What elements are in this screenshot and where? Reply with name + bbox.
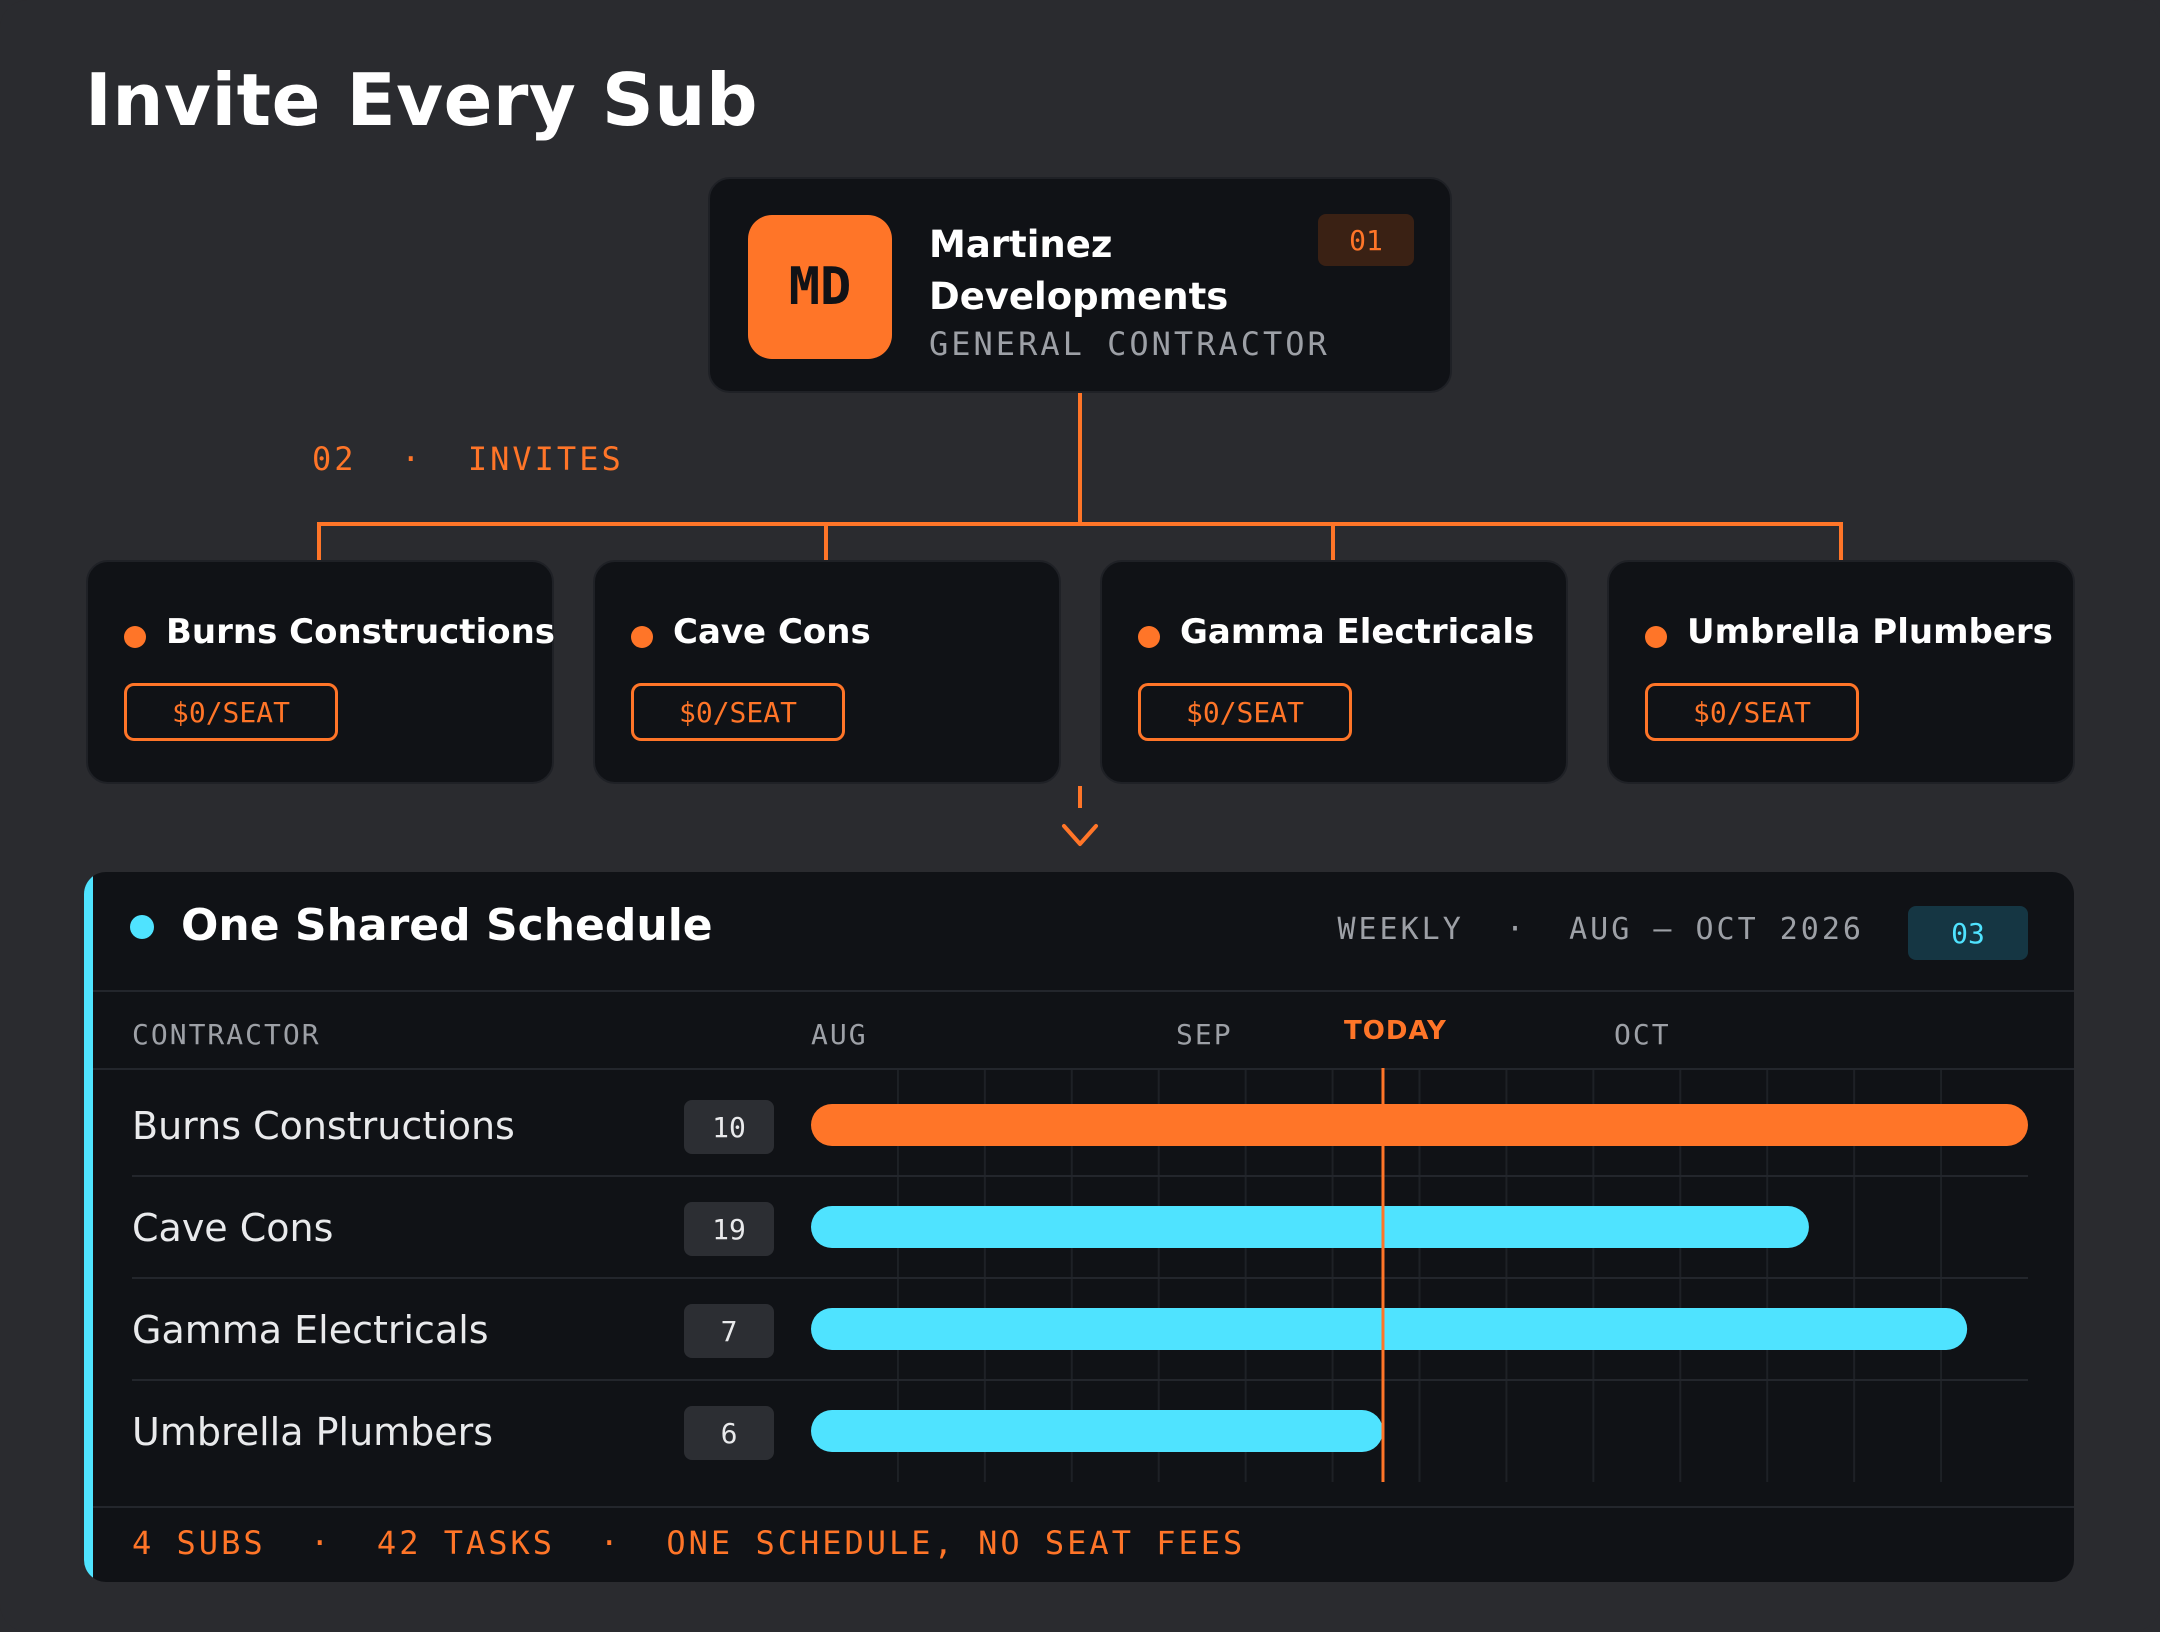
month-label-sep: SEP [1176, 1018, 1233, 1051]
schedule-step-badge: 03 [1908, 906, 2028, 960]
general-contractor-card[interactable]: MD Martinez Developments GENERAL CONTRAC… [708, 177, 1452, 393]
footer-separator: · [599, 1524, 622, 1562]
status-dot [1138, 626, 1160, 648]
task-count-badge: 7 [684, 1304, 774, 1358]
sub-name: Cave Cons [673, 612, 871, 652]
schedule-date-range: AUG – OCT 2026 [1569, 912, 1864, 947]
seat-price-badge: $0/SEAT [124, 683, 338, 741]
footer-note: ONE SCHEDULE, NO SEAT FEES [666, 1524, 1246, 1562]
sub-card-gamma[interactable]: Gamma Electricals $0/SEAT [1100, 560, 1568, 784]
range-separator: · [1505, 912, 1527, 947]
row-name: Burns Constructions [132, 1104, 515, 1148]
task-count-badge: 19 [684, 1202, 774, 1256]
header-divider [93, 990, 2074, 992]
invites-label: 02 · INVITES [312, 440, 624, 478]
task-count-badge: 10 [684, 1100, 774, 1154]
footer-separator: · [310, 1524, 333, 1562]
columns-divider [93, 1068, 2074, 1070]
gantt-bar [811, 1206, 1809, 1248]
footer-subs: 4 SUBS [132, 1524, 266, 1562]
status-dot [124, 626, 146, 648]
sub-name: Umbrella Plumbers [1687, 612, 2053, 652]
seat-price-badge: $0/SEAT [1645, 683, 1859, 741]
gantt-chart [132, 1068, 2028, 1482]
schedule-cadence: WEEKLY [1337, 912, 1464, 947]
panel-accent-bar [84, 872, 93, 1582]
month-label-oct: OCT [1614, 1018, 1671, 1051]
row-name: Gamma Electricals [132, 1308, 489, 1352]
sub-card-burns[interactable]: Burns Constructions $0/SEAT [86, 560, 556, 784]
footer-tasks: 42 TASKS [376, 1524, 556, 1562]
gc-step-badge: 01 [1318, 214, 1414, 266]
sub-card-umbrella[interactable]: Umbrella Plumbers $0/SEAT [1607, 560, 2075, 784]
status-dot [1645, 626, 1667, 648]
gc-avatar: MD [748, 215, 892, 359]
invites-step: 02 [312, 440, 357, 478]
footer-divider [93, 1506, 2074, 1508]
sub-card-cave[interactable]: Cave Cons $0/SEAT [593, 560, 1061, 784]
invite-connectors [317, 393, 1843, 846]
sub-name: Burns Constructions [166, 612, 556, 652]
status-dot [631, 626, 653, 648]
page-title: Invite Every Sub [85, 58, 759, 142]
schedule-title: One Shared Schedule [181, 900, 713, 951]
column-header-contractor: CONTRACTOR [132, 1018, 321, 1051]
schedule-status-dot [130, 915, 154, 939]
seat-price-badge: $0/SEAT [1138, 683, 1352, 741]
today-label: TODAY [1344, 1016, 1447, 1046]
gantt-bar [811, 1104, 2028, 1146]
shared-schedule-panel: One Shared Schedule WEEKLY · AUG – OCT 2… [84, 872, 2074, 1582]
schedule-footer: 4 SUBS · 42 TASKS · ONE SCHEDULE, NO SEA… [132, 1524, 1245, 1562]
sub-name: Gamma Electricals [1180, 612, 1535, 652]
invites-separator: · [401, 440, 424, 478]
gantt-bar [811, 1410, 1383, 1452]
gc-name: Martinez Developments [929, 223, 1229, 318]
schedule-range: WEEKLY · AUG – OCT 2026 [1337, 912, 1864, 947]
row-name: Cave Cons [132, 1206, 334, 1250]
task-count-badge: 6 [684, 1406, 774, 1460]
gantt-bar [811, 1308, 1968, 1350]
seat-price-badge: $0/SEAT [631, 683, 845, 741]
gc-role: GENERAL CONTRACTOR [929, 325, 1330, 363]
row-name: Umbrella Plumbers [132, 1410, 494, 1454]
invites-text: INVITES [467, 440, 624, 478]
month-label-aug: AUG [811, 1018, 868, 1051]
